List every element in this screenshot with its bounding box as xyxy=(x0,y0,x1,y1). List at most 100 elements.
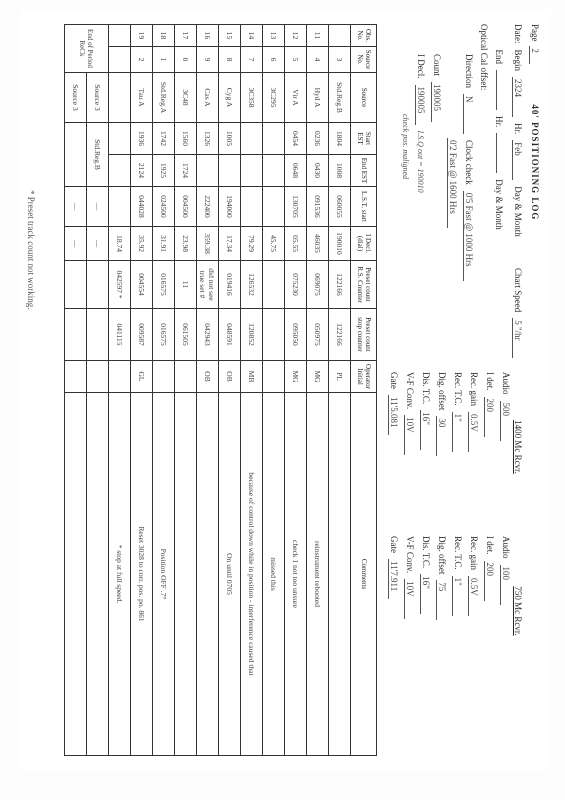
end-dm xyxy=(496,133,507,173)
cell-pre: 069075 xyxy=(307,261,329,309)
cell-stop: 009587 xyxy=(131,309,153,361)
cell-obs: 18 xyxy=(153,25,175,47)
cell-end: 2124 xyxy=(131,155,153,187)
cell-srcno: 2 xyxy=(131,47,153,73)
cell-start: 1804 xyxy=(329,123,351,155)
cell-obs xyxy=(109,25,131,47)
cell-start: 1326 xyxy=(197,123,219,155)
cell-srcno: 6 xyxy=(263,47,285,73)
cell-srcno: 7 xyxy=(241,47,263,73)
title: 40' POSITIONING LOG xyxy=(529,104,540,220)
r1-recgain: 0.5V xyxy=(468,412,479,452)
r2-rectc: 1" xyxy=(452,576,463,616)
table-row: 114Hyd A0236043009153646035069075050975M… xyxy=(307,25,329,756)
cell-end xyxy=(263,155,285,187)
table-header-row: Obs. No. Source No. Source Start EST End… xyxy=(351,25,377,756)
cell-idecl: 31.91 xyxy=(153,227,175,261)
cell-idecl: 46035 xyxy=(307,227,329,261)
cell-pre xyxy=(263,261,285,309)
cell-op: MG xyxy=(285,361,307,393)
cell-op: PL xyxy=(329,361,351,393)
cell-srcno: 4 xyxy=(307,47,329,73)
r2-gate: 11'7.911 xyxy=(388,559,399,599)
rcvr750-title: 750 Mc Rcvr. xyxy=(513,536,523,686)
cell-idecl: 359.38 xyxy=(197,227,219,261)
cell-start: 1936 xyxy=(131,123,153,155)
main-table: Obs. No. Source No. Source Start EST End… xyxy=(64,24,377,756)
r1-digoff: 30 xyxy=(436,416,447,456)
th-src: Source xyxy=(351,73,377,123)
cell-lst: 004500 xyxy=(175,187,197,227)
cell-pre: 11 xyxy=(175,261,197,309)
cell-lst xyxy=(263,187,285,227)
cell-start: 0454 xyxy=(285,123,307,155)
clock-label: Clock check xyxy=(464,140,474,185)
footnote: * Preset track count not working. xyxy=(26,190,36,309)
cell-obs: 19 xyxy=(131,25,153,47)
cell-srcno: 0 xyxy=(175,47,197,73)
th-obs: Obs. No. xyxy=(351,25,377,47)
cell-pre: 042597 * xyxy=(109,261,131,309)
cell-op xyxy=(109,361,131,393)
table-row: 169Cas A1326222400359.38did not see true… xyxy=(197,25,219,756)
r1-vfconv: 10V xyxy=(404,415,415,455)
cell-pre: 019416 xyxy=(219,261,241,309)
r2-recgain: 0.5V xyxy=(468,576,479,616)
cell-lst: 044028 xyxy=(131,187,153,227)
end-label: End xyxy=(494,50,504,65)
chart-speed-label: Chart Speed xyxy=(513,268,523,312)
cell-end xyxy=(197,155,219,187)
cell-stop: 095050 xyxy=(285,309,307,361)
table-row: 158Cyg A100519400017.34019416048591OBOn … xyxy=(219,25,241,756)
cell-stop: 041115 xyxy=(109,309,131,361)
page-label: Page xyxy=(530,24,540,42)
cell-start: 1560 xyxy=(175,123,197,155)
cell-src: Hyd A xyxy=(307,73,329,123)
r2-idet: 200 xyxy=(484,561,495,601)
cell-lst: 194000 xyxy=(219,187,241,227)
cell-com: * stop at full speed. xyxy=(109,393,131,756)
cell-start: 1742 xyxy=(153,123,175,155)
log-sheet: Page 2 40' POSITIONING LOG Date: Begin 2… xyxy=(20,10,550,770)
th-idecl: I Decl. (dial) xyxy=(351,227,377,261)
eop-s3a: Source 3 xyxy=(87,73,109,123)
cell-com: check 1 not too unsure xyxy=(285,393,307,756)
eop-s3a-src: Std.Reg.B xyxy=(87,123,109,187)
cell-end: 1724 xyxy=(175,155,197,187)
optical-label: Optical Cal offset: xyxy=(479,24,489,90)
cell-srcno: 3 xyxy=(329,47,351,73)
begin-hr: 2324 xyxy=(512,77,523,117)
cell-obs: 16 xyxy=(197,25,219,47)
cell-op: MG xyxy=(307,361,329,393)
cell-src: Vir A xyxy=(285,73,307,123)
cell-stop: 042943 xyxy=(197,309,219,361)
cell-srcno: 5 xyxy=(285,47,307,73)
cell-com: because of control down while in positio… xyxy=(241,393,263,756)
cell-com: missed this xyxy=(263,393,285,756)
cell-stop: 048591 xyxy=(219,309,241,361)
cell-op xyxy=(263,361,285,393)
table-row: 3Std.Reg.B180410080600551900101221661221… xyxy=(329,25,351,756)
cell-obs: 14 xyxy=(241,25,263,47)
table-row: 1363C29545.75missed this xyxy=(263,25,285,756)
cell-src: Std.Reg.B xyxy=(329,73,351,123)
cell-com: reinstrument rebooted xyxy=(307,393,329,756)
side-note: I.S.Q out = 190010 xyxy=(416,131,425,193)
cell-src: 3C48 xyxy=(175,73,197,123)
cell-pre: 075230 xyxy=(285,261,307,309)
cell-op: MB xyxy=(241,361,263,393)
th-com: Comments xyxy=(351,393,377,756)
chart-speed: 5 "/hr xyxy=(512,318,523,358)
cell-start: 0236 xyxy=(307,123,329,155)
cell-obs: 15 xyxy=(219,25,241,47)
cell-op: OB xyxy=(197,361,219,393)
cell-stop: 061505 xyxy=(175,309,197,361)
r1-gate: 11'5.081 xyxy=(388,395,399,435)
cell-lst: 222400 xyxy=(197,187,219,227)
r1-rectc: 1" xyxy=(452,412,463,452)
cell-pre: 126532 xyxy=(241,261,263,309)
cell-lst: 130705 xyxy=(285,187,307,227)
cell-start xyxy=(241,123,263,155)
cell-start: 1005 xyxy=(219,123,241,155)
direction: N xyxy=(463,94,474,134)
